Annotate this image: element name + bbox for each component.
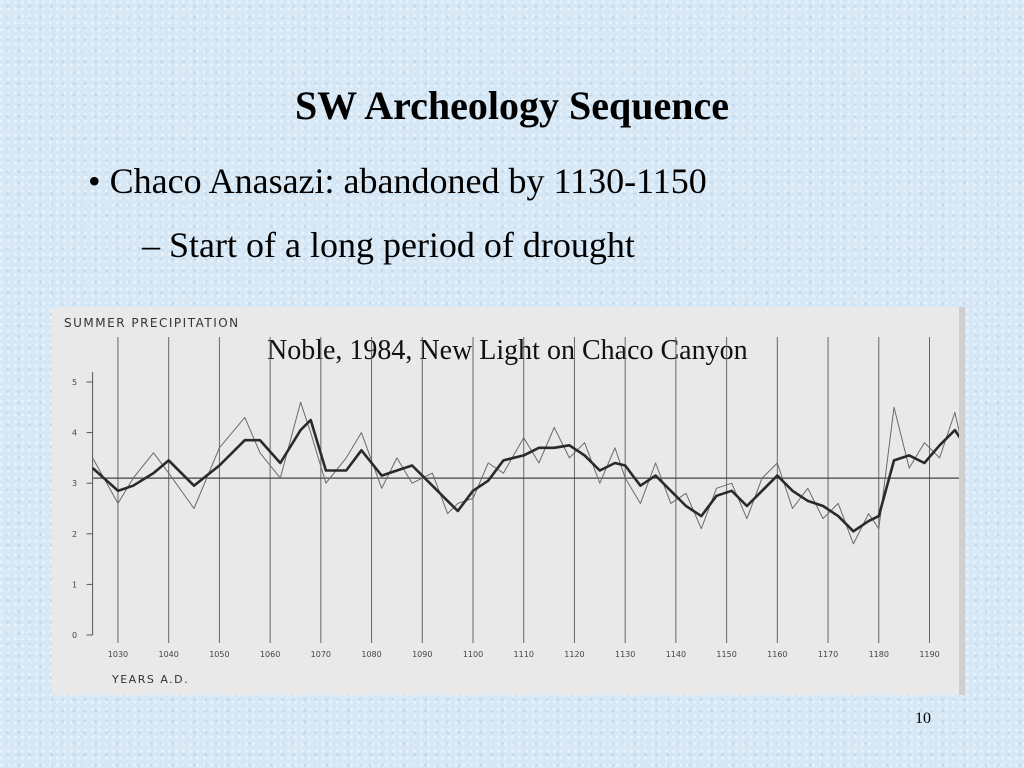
y-axis-label: SUMMER PRECIPITATION	[64, 316, 240, 330]
y-tick-label: 1	[72, 580, 77, 589]
x-tick-label: 1030	[108, 650, 128, 659]
x-tick-label: 1090	[412, 650, 432, 659]
sub-bullet-text: Start of a long period of drought	[169, 225, 635, 265]
x-axis-label: YEARS A.D.	[111, 673, 189, 686]
y-tick-label: 4	[72, 429, 77, 438]
x-tick-label: 1180	[869, 650, 889, 659]
series-line	[91, 418, 959, 533]
bullet: • Chaco Anasazi: abandoned by 1130-1150	[88, 161, 707, 201]
slide-title: SW Archeology Sequence	[294, 83, 730, 128]
y-tick-label: 3	[72, 479, 77, 488]
x-tick-label: 1130	[615, 650, 635, 659]
x-tick-label: 1040	[159, 650, 179, 659]
x-tick-label: 1110	[514, 650, 534, 659]
bullet-text: Chaco Anasazi: abandoned by 1130-1150	[109, 161, 707, 201]
chart: SUMMER PRECIPITATION YEARS A.D. Noble, 1…	[52, 307, 965, 695]
x-tick-label: 1060	[260, 650, 280, 659]
x-tick-label: 1100	[463, 650, 483, 659]
x-tick-label: 1070	[311, 650, 331, 659]
x-tick-label: 1120	[564, 650, 584, 659]
x-tick-label: 1080	[361, 650, 381, 659]
x-tick-label: 1150	[716, 650, 736, 659]
x-tick-label: 1050	[209, 650, 229, 659]
y-tick-label: 0	[72, 631, 77, 640]
series-line	[92, 401, 959, 545]
x-tick-label: 1140	[666, 650, 686, 659]
sub-bullet: – Start of a long period of drought	[142, 225, 635, 265]
y-tick-label: 5	[72, 378, 77, 387]
x-tick-label: 1160	[767, 650, 787, 659]
y-tick-label: 2	[72, 530, 77, 539]
x-tick-label: 1170	[818, 650, 838, 659]
annotation: Noble, 1984, New Light on Chaco Canyon	[267, 335, 748, 366]
x-tick-label: 1190	[919, 650, 939, 659]
page-number: 10	[915, 710, 931, 727]
